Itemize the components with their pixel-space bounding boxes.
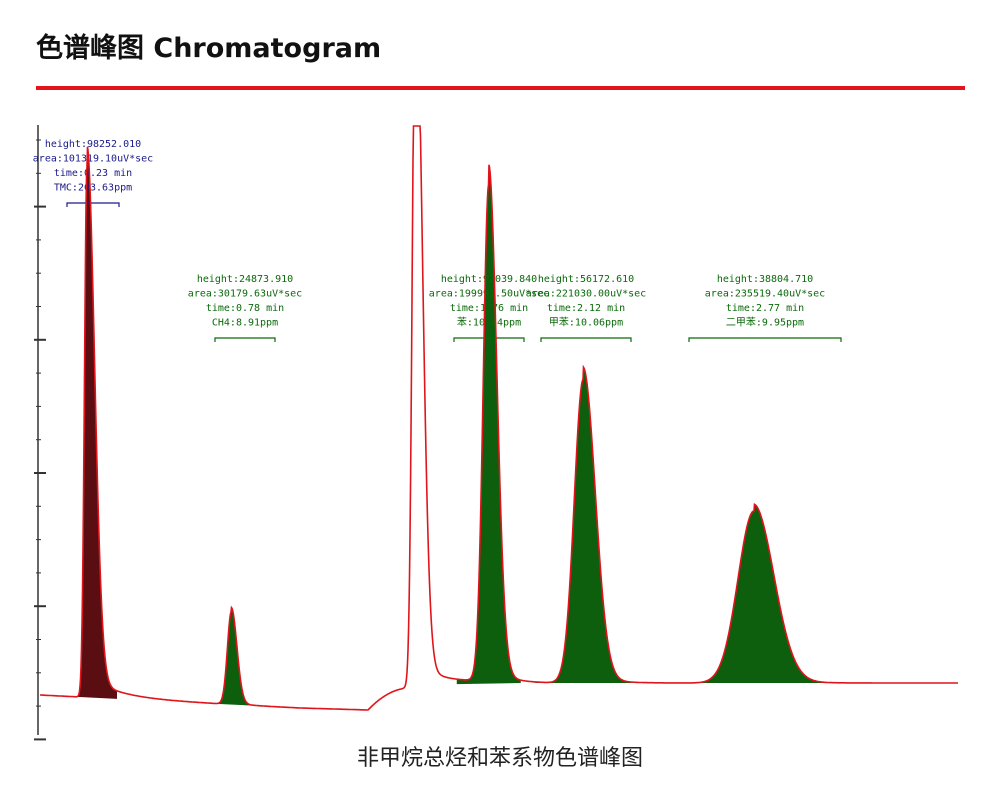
peak-label-line: time:0.23 min <box>54 168 132 179</box>
peak-label-line: 二甲苯:9.95ppm <box>726 316 804 329</box>
peak-label-line: time:1.76 min <box>450 303 528 314</box>
peak-label-line: area:235519.40uV*sec <box>705 289 825 300</box>
peak-bracket <box>453 337 525 342</box>
peak-label-line: CH4:8.91ppm <box>212 318 278 329</box>
peak-label-line: area:30179.63uV*sec <box>188 289 302 300</box>
peak-fill-5 <box>674 504 835 683</box>
peak-label-line: TMC:263.63ppm <box>54 183 132 194</box>
peak-fill-3 <box>456 165 521 685</box>
peak-label-line: area:199991.50uV*sec <box>429 289 549 300</box>
peak-label-line: height:98252.010 <box>45 139 141 150</box>
chart-caption: 非甲烷总烃和苯系物色谱峰图 <box>356 746 643 771</box>
peak-label-line: area:101319.10uV*sec <box>33 154 153 165</box>
peak-bracket <box>688 337 842 342</box>
peak-bracket <box>214 337 276 342</box>
peak-label-line: time:2.12 min <box>547 303 625 314</box>
peak-label-line: height:92039.840 <box>441 274 537 285</box>
peak-label-line: height:56172.610 <box>538 274 634 285</box>
peak-fill-1 <box>57 146 117 699</box>
peak-fill-4 <box>535 367 632 683</box>
peak-label-line: height:38804.710 <box>717 274 813 285</box>
peak-label-line: time:2.77 min <box>726 303 804 314</box>
peak-bracket <box>540 337 632 342</box>
peak-label-line: area:221030.00uV*sec <box>526 289 646 300</box>
peak-fill-2 <box>209 608 254 706</box>
peak-label-line: 苯:10.14ppm <box>457 316 521 329</box>
page-title: 色谱峰图 Chromatogram <box>36 33 382 64</box>
chromatogram-trace <box>40 125 958 711</box>
title-divider <box>36 86 965 90</box>
peak-bracket <box>66 202 120 207</box>
peak-label-line: 甲苯:10.06ppm <box>549 316 623 329</box>
peak-label-line: height:24873.910 <box>197 274 293 285</box>
peak-label-line: time:0.78 min <box>206 303 284 314</box>
